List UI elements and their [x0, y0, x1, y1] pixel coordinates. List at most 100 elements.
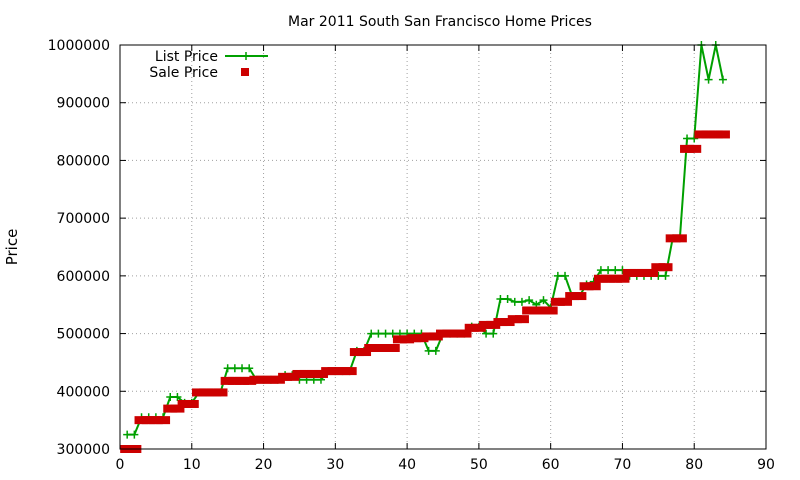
sale-price-point: [357, 348, 372, 357]
sale-price-point: [148, 416, 163, 425]
list-price-line: [127, 44, 724, 436]
list-price-point: [238, 364, 247, 373]
sale-price-point: [170, 404, 185, 413]
x-tick-label: 0: [116, 457, 125, 473]
y-tick-label: 300000: [57, 442, 110, 458]
sale-price-point: [392, 335, 407, 344]
list-price-point: [374, 329, 383, 338]
y-tick-label: 400000: [57, 384, 110, 400]
list-price-point: [690, 134, 699, 143]
sale-price-point: [486, 320, 501, 329]
sale-price-point: [220, 376, 235, 385]
sale-price-point: [471, 323, 486, 332]
sale-price-point: [428, 332, 443, 341]
sale-price-point: [270, 375, 285, 384]
y-tick-label: 900000: [57, 96, 110, 112]
sale-price-point: [672, 234, 687, 243]
list-price-point: [223, 364, 232, 373]
sale-price-point: [708, 130, 723, 139]
sale-price-point: [285, 372, 300, 381]
sale-price-point: [680, 144, 695, 153]
list-price-point: [503, 294, 512, 303]
sale-price-point: [636, 268, 651, 277]
chart-title: Mar 2011 South San Francisco Home Prices: [288, 14, 592, 30]
x-tick-label: 90: [757, 457, 775, 473]
series-sale-price: [120, 130, 730, 453]
sale-price-point: [500, 318, 515, 327]
sale-price-point: [278, 372, 293, 381]
legend-square-marker: [241, 68, 249, 76]
sale-price-point: [436, 329, 450, 338]
sale-price-point: [371, 344, 386, 352]
sale-price-point: [665, 234, 680, 243]
sale-price-point: [328, 367, 343, 376]
sale-price-point: [206, 388, 221, 397]
legend-label: Sale Price: [149, 65, 218, 81]
sale-price-point: [579, 282, 594, 291]
series-list-price: [123, 41, 727, 439]
y-axis-title: Price: [3, 229, 21, 266]
sale-price-point: [400, 335, 415, 344]
sale-price-point: [464, 323, 479, 332]
sale-price-point: [421, 332, 436, 341]
x-tick-label: 50: [470, 457, 488, 473]
sale-price-point: [199, 388, 214, 397]
list-price-point: [431, 346, 440, 355]
sale-price-point: [335, 367, 350, 376]
sale-price-point: [572, 292, 587, 301]
sale-price-point: [414, 334, 429, 343]
list-price-point: [496, 294, 505, 303]
list-price-point: [489, 329, 498, 338]
list-price-point: [123, 430, 132, 439]
list-price-point: [424, 346, 433, 355]
sale-price-point: [235, 376, 250, 385]
y-tick-label: 1000000: [48, 38, 110, 54]
sale-price-point: [156, 416, 171, 425]
sale-price-point: [213, 388, 228, 397]
sale-price-point: [493, 318, 508, 327]
sale-price-point: [629, 268, 644, 277]
sale-price-point: [321, 367, 336, 376]
sale-price-point: [550, 297, 565, 306]
list-price-point: [539, 296, 548, 305]
sale-price-point: [514, 315, 529, 324]
list-price-point: [718, 75, 727, 84]
sale-price-point: [615, 274, 630, 283]
sale-price-point: [507, 315, 522, 324]
list-price-point: [553, 271, 562, 280]
y-tick-label: 800000: [57, 153, 110, 169]
sale-price-point: [593, 274, 608, 283]
list-price-point: [245, 364, 254, 373]
x-tick-label: 60: [542, 457, 560, 473]
y-tick-label: 600000: [57, 269, 110, 285]
sale-price-point: [651, 263, 666, 272]
sale-price-point: [378, 344, 393, 352]
list-price-point: [604, 266, 613, 275]
sale-price-point: [191, 388, 206, 397]
sale-price-point: [608, 274, 623, 283]
sale-price-point: [687, 144, 702, 153]
sale-price-point: [263, 375, 278, 384]
list-price-point: [381, 329, 390, 338]
list-price-point: [510, 297, 519, 306]
sale-price-point: [586, 282, 601, 291]
y-tick-label: 500000: [57, 327, 110, 343]
y-tick-label: 700000: [57, 211, 110, 227]
sale-price-point: [694, 130, 709, 139]
sale-price-point: [306, 369, 321, 378]
sale-price-point: [134, 416, 149, 425]
list-price-point: [230, 364, 239, 373]
sale-price-point: [479, 320, 494, 329]
sale-price-point: [543, 306, 558, 315]
list-price-point: [130, 430, 139, 439]
x-tick-label: 20: [255, 457, 273, 473]
axis-ticks: 0 10 20 30 40 50 60 70 80 90 300000 400000 500000 600…: [48, 38, 775, 473]
sale-price-point: [558, 297, 573, 306]
list-price-point: [683, 134, 692, 143]
list-price-point: [367, 329, 376, 338]
list-price-point: [704, 75, 713, 84]
sale-price-point: [256, 375, 271, 384]
sale-price-point: [443, 329, 458, 338]
